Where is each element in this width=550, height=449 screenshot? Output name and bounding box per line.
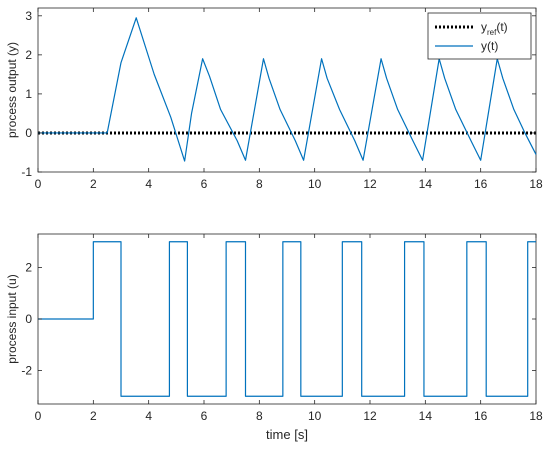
x-tick-label: 2 (90, 409, 97, 423)
x-tick-label: 6 (201, 177, 208, 191)
y-tick-label: 2 (25, 260, 32, 274)
x-tick-label: 14 (419, 177, 433, 191)
legend: yref(t) y(t) (427, 12, 532, 60)
x-tick-label: 16 (474, 177, 488, 191)
y-tick-label: 1 (25, 87, 32, 101)
series-line-u (38, 241, 536, 397)
input-x-axis-label: time [s] (266, 427, 308, 442)
input-y-axis-label: process input (u) (5, 274, 19, 363)
x-tick-label: 8 (256, 177, 263, 191)
y-tick-label: -2 (21, 364, 32, 378)
x-tick-label: 16 (474, 409, 488, 423)
x-tick-label: 18 (529, 177, 543, 191)
y-tick-label: 2 (25, 48, 32, 62)
x-tick-label: 4 (145, 177, 152, 191)
x-tick-label: 10 (308, 177, 322, 191)
y-tick-label: -1 (21, 165, 32, 179)
y-tick-label: 3 (25, 9, 32, 23)
x-tick-label: 12 (363, 177, 377, 191)
legend-yref-sub: ref (487, 28, 497, 37)
legend-box (427, 12, 532, 60)
x-tick-label: 12 (363, 409, 377, 423)
legend-label-y: y(t) (481, 39, 498, 53)
output-y-axis-label: process output (y) (5, 42, 19, 138)
x-tick-label: 14 (419, 409, 433, 423)
x-tick-label: 0 (35, 177, 42, 191)
legend-label-yref: yref(t) (481, 20, 508, 37)
x-tick-label: 10 (308, 409, 322, 423)
series-line-y (38, 17, 537, 162)
y-tick-label: 0 (25, 126, 32, 140)
input-plot-area (37, 233, 537, 405)
x-tick-label: 8 (256, 409, 263, 423)
x-tick-label: 2 (90, 177, 97, 191)
x-tick-label: 4 (145, 409, 152, 423)
input-axes: 0 2 4 6 8 10 12 14 16 18 -2 0 2 process input (u) ti… (5, 233, 543, 442)
x-tick-label: 18 (529, 409, 543, 423)
legend-yref-suffix: (t) (496, 20, 507, 34)
legend-yref-main: y (481, 20, 487, 34)
x-tick-label: 0 (35, 409, 42, 423)
x-tick-label: 6 (201, 409, 208, 423)
y-tick-label: 0 (25, 312, 32, 326)
